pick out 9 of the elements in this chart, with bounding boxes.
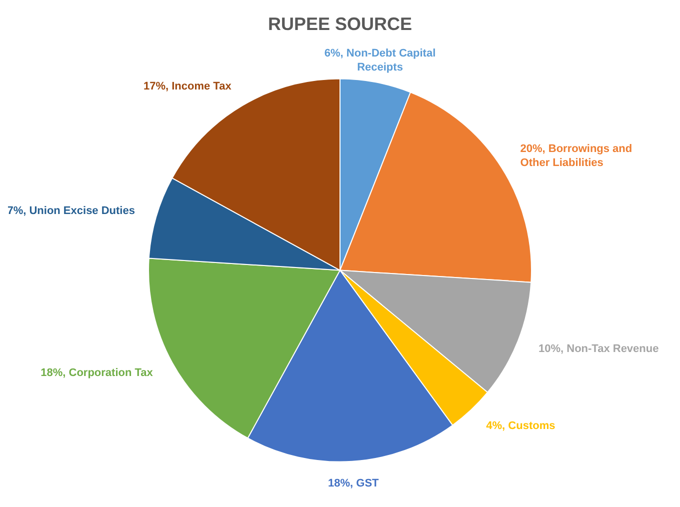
slice-label: 18%, GST xyxy=(328,477,380,490)
slice-label: 20%, Borrowings and Other Liabilities xyxy=(520,142,632,169)
slice-label: 18%, Corporation Tax xyxy=(40,367,154,380)
slice-label: 10%, Non-Tax Revenue xyxy=(538,342,659,355)
slice-label: 17%, Income Tax xyxy=(143,80,232,93)
slice-label: 4%, Customs xyxy=(486,420,556,432)
slice-label: 6%, Non-Debt Capital Receipts xyxy=(324,48,436,74)
chart-title: RUPEE SOURCE xyxy=(268,14,412,34)
slice-label: 7%, Union Excise Duties xyxy=(7,204,135,217)
